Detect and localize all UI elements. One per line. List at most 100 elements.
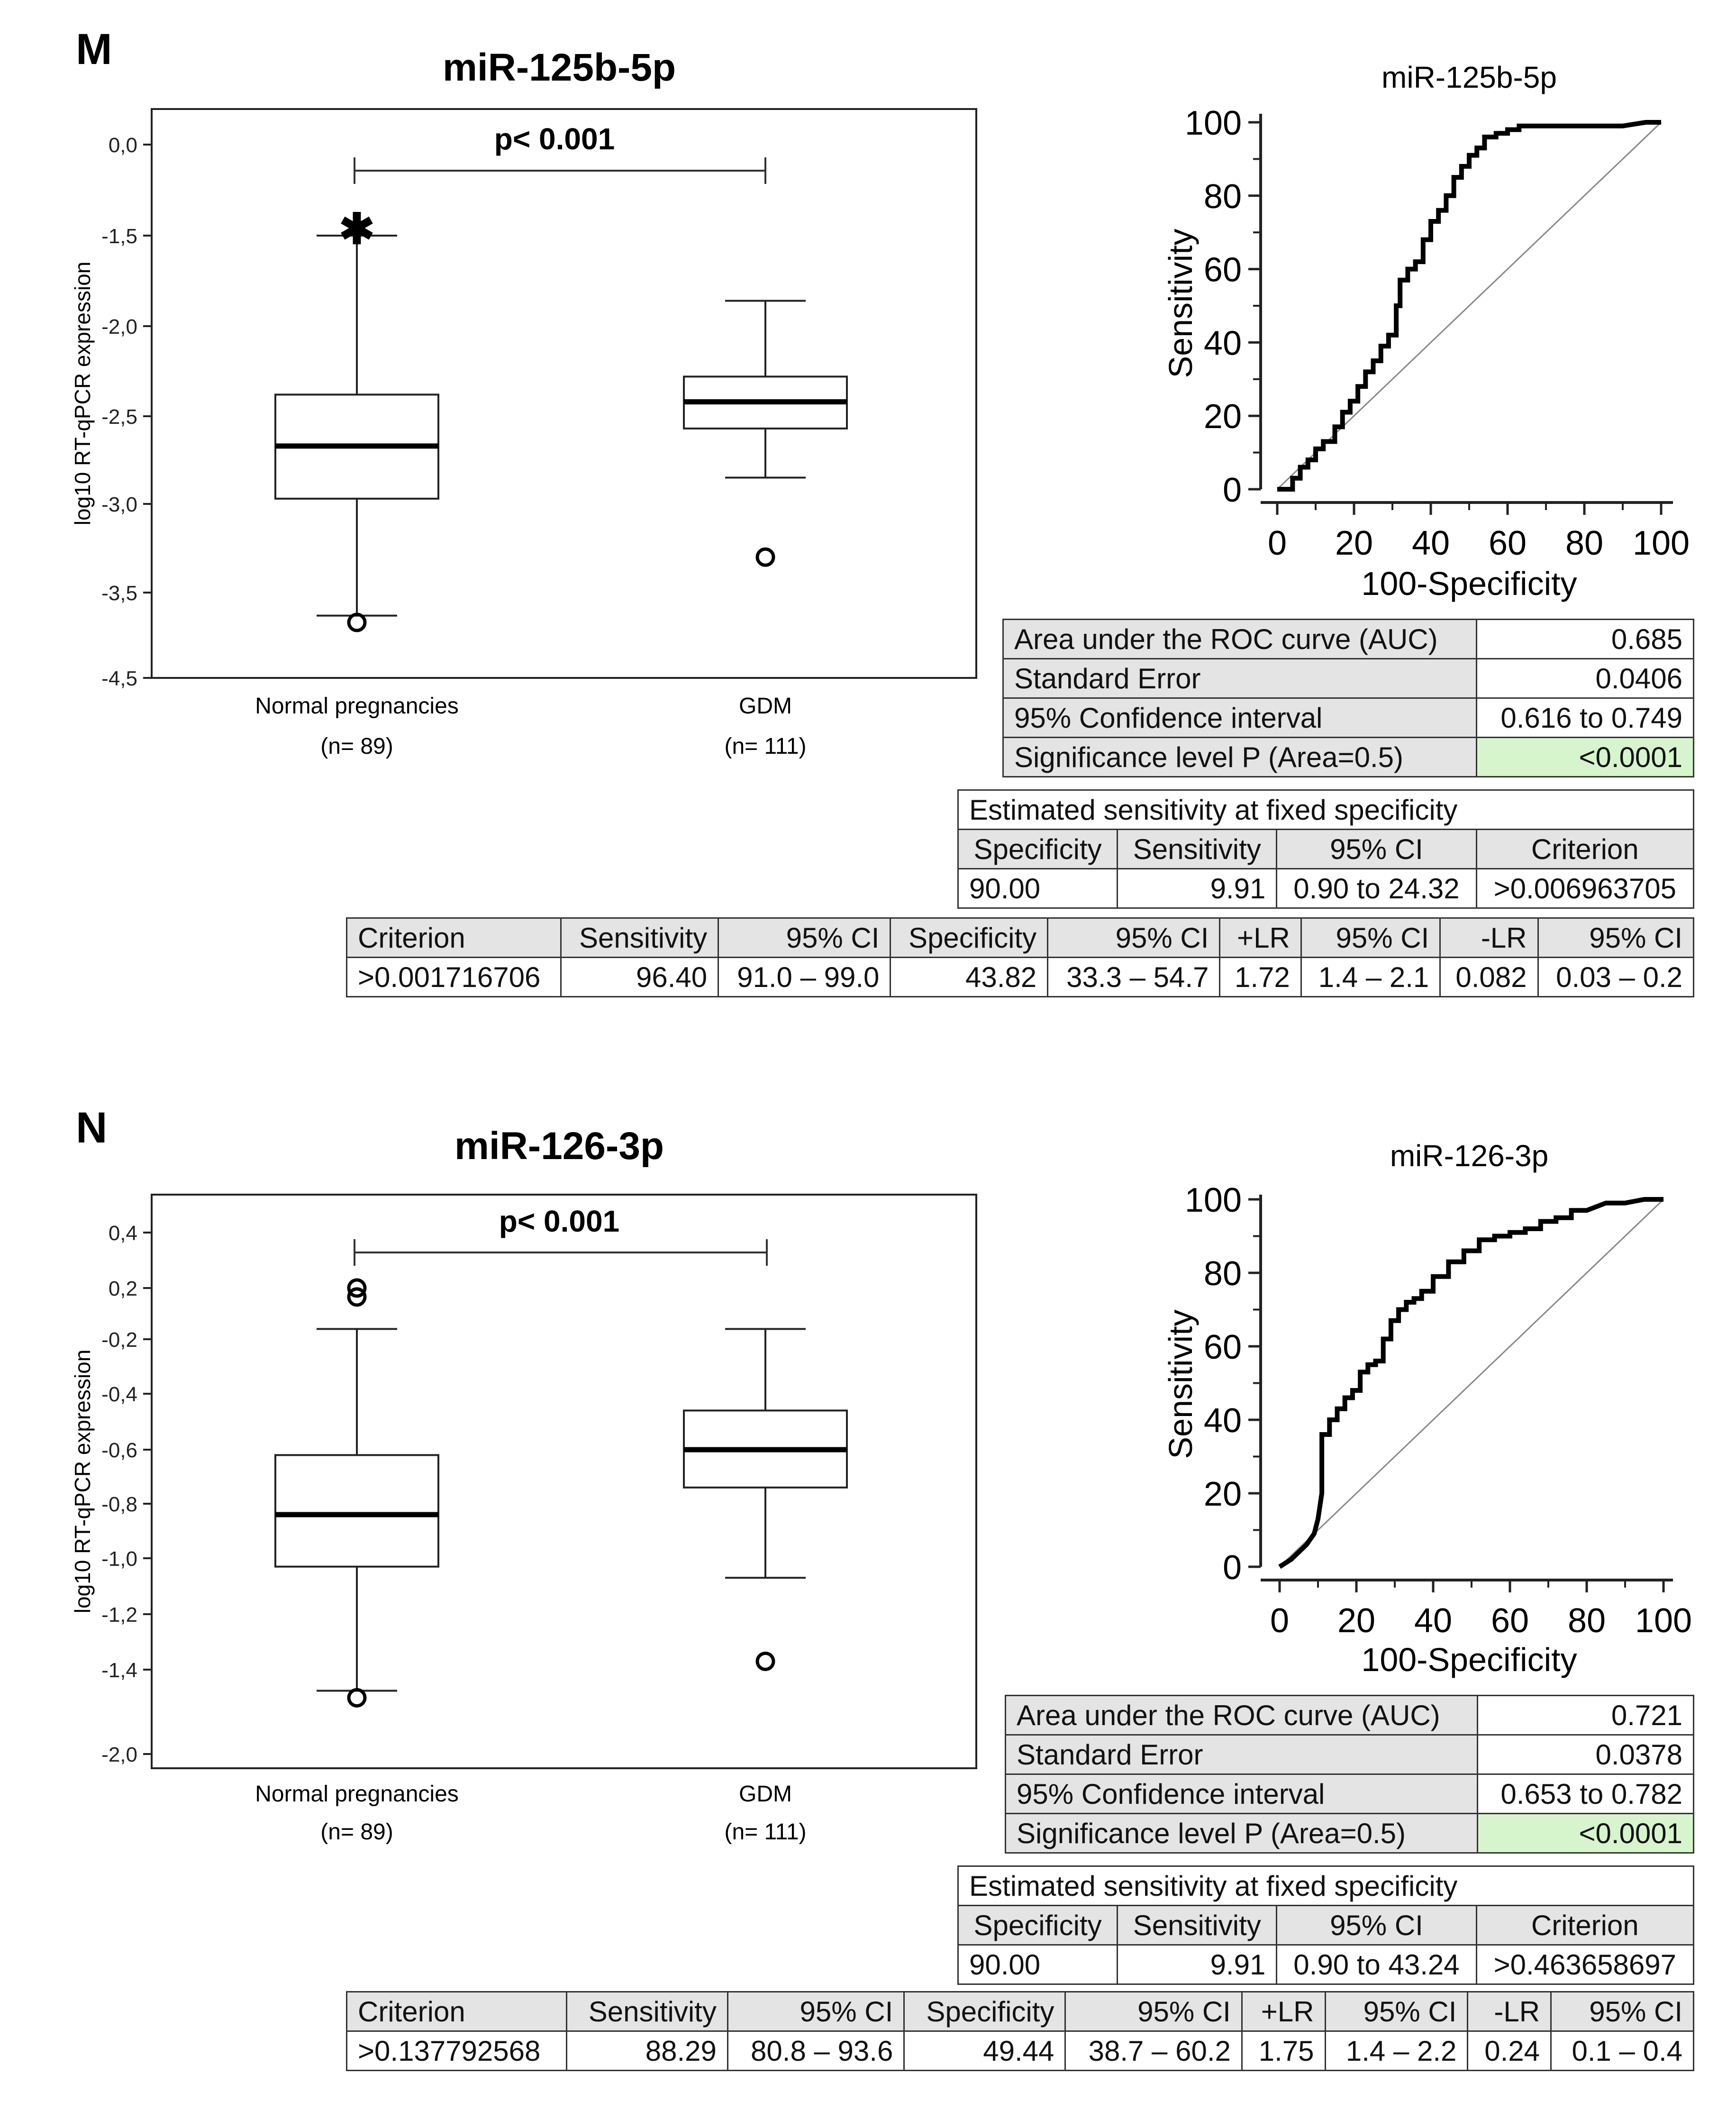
col-header: -LR: [1439, 917, 1539, 958]
outlier-point: [347, 1278, 367, 1298]
cell: 80.8 – 93.6: [727, 2030, 905, 2071]
y-tick-label: 60: [1204, 1328, 1242, 1366]
group-n-gdm: (n= 111): [725, 734, 807, 759]
cell: 1.75: [1241, 2030, 1326, 2071]
auc-row: Area under the ROC curve (AUC) 0.721: [1005, 1695, 1695, 1736]
auc-table-n: Area under the ROC curve (AUC) 0.721 Stan…: [1005, 1695, 1695, 1854]
col-header: Sensitivity: [560, 917, 719, 958]
roc-title-m: miR-125b-5p: [1382, 60, 1557, 94]
y-tick-label: 40: [1204, 1402, 1242, 1440]
auc-row: Standard Error 0.0378: [1005, 1734, 1695, 1775]
x-tick-label: 0: [1270, 1602, 1289, 1640]
roc-chart-n: miR-126-3p 00 20 20 40 40 60 60 80 80 100 100 Sens…: [1162, 1139, 1692, 1678]
outlier-point: [347, 1688, 367, 1708]
roc-title-n: miR-126-3p: [1390, 1139, 1548, 1173]
cell: 38.7 – 60.2: [1064, 2030, 1243, 2071]
y-tick-label: 0,0: [109, 134, 137, 157]
cell: 91.0 – 99.0: [718, 957, 891, 997]
auc-table-m: Area under the ROC curve (AUC) 0.685 Stan…: [1002, 619, 1694, 777]
roc-curve: [1277, 120, 1661, 492]
y-tick-label: -1,5: [101, 225, 137, 248]
y-tick-label: -0,2: [101, 1328, 137, 1352]
col-header: Criterion: [346, 1991, 567, 2032]
cell: 1.4 – 2.2: [1324, 2030, 1469, 2071]
y-tick-label: -3,0: [101, 493, 137, 516]
outlier-point: [347, 612, 367, 632]
plot-frame: [151, 1194, 977, 1769]
col-header: 95% CI: [1047, 917, 1221, 958]
y-tick-label: -2,0: [101, 1743, 137, 1766]
cell: 96.40: [560, 957, 719, 997]
auc-row: 95% Confidence interval 0.616 to 0.749: [1002, 697, 1694, 738]
auc-label: Standard Error: [1005, 1734, 1478, 1775]
auc-value: <0.0001: [1476, 1813, 1695, 1854]
x-tick-label: 80: [1565, 524, 1603, 562]
panel-letter-m: M: [76, 25, 112, 73]
auc-value: 0.685: [1476, 619, 1694, 659]
cell: 0.24: [1467, 2030, 1552, 2071]
y-tick-label: 0,2: [109, 1277, 137, 1300]
auc-value: 0.0406: [1476, 658, 1694, 699]
panel-m: M miR-125b-5p log10 RT-qPCR expression 0…: [70, 25, 1690, 759]
group-label-normal: Normal pregnancies: [255, 694, 459, 719]
cell: 0.03 – 0.2: [1537, 957, 1695, 997]
auc-label: Significance level P (Area=0.5): [1002, 737, 1478, 777]
group-n-gdm: (n= 111): [725, 1819, 807, 1845]
col-header: Criterion: [1475, 1905, 1695, 1946]
roc-ticks: 00 20 20 40 40 60 60 80 80 100 100: [1185, 1181, 1692, 1640]
col-header: 95% CI: [718, 917, 891, 958]
col-header: Specificity: [903, 1991, 1066, 2032]
col-header: Criterion: [345, 917, 562, 958]
group-label-gdm: GDM: [739, 1782, 792, 1807]
x-tick-label: 20: [1335, 524, 1373, 562]
col-header: +LR: [1241, 1991, 1326, 2032]
cell: 0.082: [1439, 957, 1539, 997]
group-label-gdm: GDM: [739, 694, 792, 719]
cell: 49.44: [903, 2030, 1066, 2071]
cell: 1.72: [1219, 957, 1302, 997]
roc-reference-line: [1279, 1198, 1664, 1568]
table-title-row: Estimated sensitivity at fixed specifici…: [957, 789, 1694, 830]
roc-y-label: Sensitivity: [1162, 228, 1199, 378]
box-title-m: miR-125b-5p: [443, 46, 676, 89]
criterion-table-m: Criterion Sensitivity 95% CI Specificity…: [345, 917, 1695, 997]
col-header: Specificity: [890, 917, 1049, 958]
cell: 1.4 – 2.1: [1300, 957, 1441, 997]
x-tick-label: 80: [1568, 1602, 1606, 1640]
col-header: Specificity: [957, 1905, 1118, 1946]
table-title: Estimated sensitivity at fixed specifici…: [957, 789, 1694, 830]
roc-chart-m: miR-125b-5p 00 20 20 40 40 60 60 80 80 100 100 Sen…: [1162, 60, 1690, 602]
plot-frame: [151, 108, 977, 679]
p-value-label: p< 0.001: [499, 1204, 619, 1238]
auc-label: Area under the ROC curve (AUC): [1002, 619, 1478, 659]
col-header: 95% CI: [1550, 1991, 1694, 2032]
outlier-point: [347, 1287, 367, 1307]
auc-label: Area under the ROC curve (AUC): [1005, 1695, 1478, 1736]
p-value-label: p< 0.001: [494, 122, 615, 156]
roc-curve: [1278, 1197, 1663, 1569]
col-header: 95% CI: [1537, 917, 1695, 958]
y-tick-label: 100: [1185, 1181, 1242, 1219]
y-tick-label: -0,8: [101, 1493, 137, 1516]
table-row: >0.137792568 88.29 80.8 – 93.6 49.44 38.…: [346, 2030, 1694, 2071]
extreme-outlier-mark: ✱: [339, 206, 374, 253]
cell: >0.463658697: [1475, 1944, 1695, 1985]
y-tick-label: -3,5: [101, 582, 137, 605]
auc-row: 95% Confidence interval 0.653 to 0.782: [1005, 1773, 1695, 1814]
y-tick-label: 0: [1223, 471, 1242, 509]
criterion-table-n: Criterion Sensitivity 95% CI Specificity…: [346, 1991, 1694, 2071]
y-tick-label: 60: [1204, 251, 1242, 289]
panel-n: N miR-126-3p log10 RT-qPCR expression 0,…: [70, 1104, 1692, 1845]
col-header: Sensitivity: [1117, 1905, 1278, 1946]
group-label-normal: Normal pregnancies: [255, 1782, 459, 1807]
table-title-row: Estimated sensitivity at fixed specifici…: [957, 1865, 1694, 1906]
table-header-row: Specificity Sensitivity 95% CI Criterion: [957, 1905, 1695, 1946]
col-header: Specificity: [957, 829, 1118, 869]
table-header-row: Criterion Sensitivity 95% CI Specificity…: [345, 917, 1695, 958]
table-row: >0.001716706 96.40 91.0 – 99.0 43.82 33.…: [345, 957, 1695, 997]
cell: 88.29: [565, 2030, 728, 2071]
y-tick-label: 0,4: [109, 1222, 137, 1245]
fixed-spec-table-n: Estimated sensitivity at fixed specifici…: [957, 1865, 1695, 1985]
y-tick-label: -1,0: [101, 1547, 137, 1571]
